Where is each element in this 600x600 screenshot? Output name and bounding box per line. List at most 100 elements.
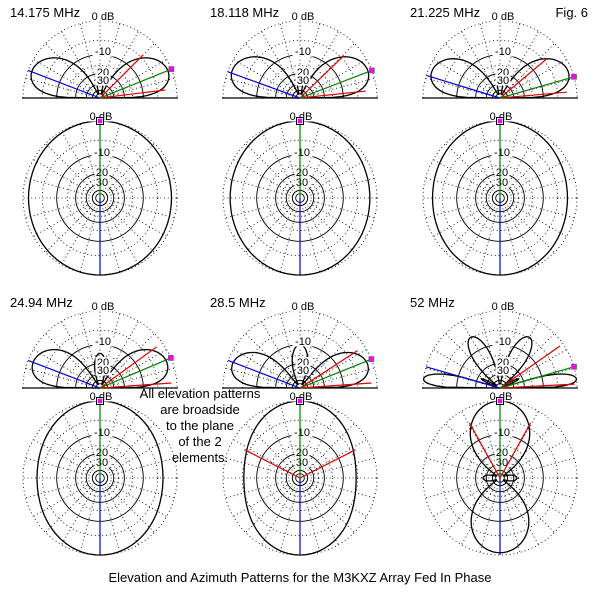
beamwidth-line	[299, 449, 356, 479]
label-backdrop	[94, 177, 110, 188]
label-backdrop	[95, 357, 111, 368]
label-backdrop	[94, 447, 110, 458]
rear-lobe-line	[27, 69, 101, 99]
beamwidth-line	[299, 350, 358, 389]
label-backdrop	[492, 46, 514, 57]
db-ring-label: 30	[96, 177, 108, 189]
azimuth-plot-2494: 0 dB -10 20 30	[0, 390, 200, 568]
max-gain-line	[99, 357, 172, 389]
beamwidth-line	[99, 382, 172, 389]
label-backdrop	[294, 447, 310, 458]
freq-label-5: 28.5 MHz	[210, 295, 266, 310]
azimuth-plot-21225: 0 dB -10 20 30	[400, 110, 600, 288]
figure-caption: Elevation and Azimuth Patterns for the M…	[108, 570, 492, 585]
label-backdrop	[495, 75, 511, 86]
label-backdrop	[495, 365, 511, 376]
cursor-marker	[571, 73, 577, 80]
label-backdrop	[95, 75, 111, 86]
rear-lobe-line	[425, 366, 501, 389]
freq-label-3: 21.225 MHz	[410, 5, 481, 20]
label-backdrop	[292, 336, 314, 347]
elevation-plot-52: 0 dB -10 20 30	[400, 290, 600, 402]
db-ring-label: 30	[297, 75, 309, 87]
cursor-marker	[571, 363, 577, 370]
db-ring-label: -10	[494, 147, 510, 159]
label-backdrop	[295, 75, 311, 86]
cursor-marker	[368, 356, 375, 363]
beamwidth-line	[299, 90, 366, 99]
beamwidth-line	[99, 346, 158, 389]
label-backdrop	[495, 67, 511, 78]
db-ring-label: 0 dB	[92, 11, 115, 23]
db-ring-label: -10	[495, 46, 511, 58]
label-backdrop	[494, 457, 510, 468]
elevation-plot-2494: 0 dB -10 20 30	[0, 290, 200, 402]
db-ring-label: 30	[497, 365, 509, 377]
beamwidth-line	[468, 422, 501, 479]
pattern-curve	[422, 336, 578, 389]
label-backdrop	[294, 457, 310, 468]
label-backdrop	[491, 147, 513, 158]
rear-lobe-line	[426, 74, 501, 99]
label-backdrop	[494, 177, 510, 188]
label-backdrop	[91, 147, 113, 158]
azimuth-plot-14175: 0 dB -10 20 30	[0, 110, 200, 288]
label-backdrop	[487, 391, 515, 402]
label-backdrop	[89, 301, 117, 312]
db-ring-label: 0 dB	[492, 301, 515, 313]
db-ring-label: 30	[496, 457, 508, 469]
db-ring-label: 0 dB	[292, 301, 315, 313]
freq-label-2: 18.118 MHz	[210, 5, 280, 20]
cursor-marker	[497, 118, 503, 124]
label-backdrop	[89, 11, 117, 22]
note-text: All elevation patterns are broadside to …	[139, 386, 261, 465]
db-ring-label: 30	[297, 365, 309, 377]
db-ring-label: 20	[96, 447, 108, 459]
cursor-marker	[168, 355, 174, 361]
label-backdrop	[295, 357, 311, 368]
elevation-plot-18118: 0 dB -10 20 30	[200, 0, 400, 112]
label-backdrop	[87, 391, 115, 402]
max-gain-line	[99, 68, 172, 99]
label-backdrop	[487, 111, 515, 122]
db-ring-label: -10	[95, 46, 111, 58]
freq-label-1: 14.175 MHz	[10, 5, 81, 20]
label-backdrop	[289, 11, 317, 22]
freq-label-4: 24.94 MHz	[10, 295, 73, 310]
db-ring-label: -10	[295, 336, 311, 348]
db-ring-label: 30	[296, 457, 308, 469]
db-ring-label: 20	[296, 167, 308, 179]
beamwidth-line	[299, 55, 345, 99]
label-backdrop	[92, 336, 114, 347]
db-ring-label: 30	[496, 177, 508, 189]
db-ring-label: -10	[294, 427, 310, 439]
label-backdrop	[287, 391, 315, 402]
azimuth-plot-285: 0 dB -10 20 30	[200, 390, 400, 568]
max-gain-line	[499, 76, 575, 99]
cursor-marker	[97, 118, 103, 124]
cursor-marker	[168, 66, 175, 73]
label-backdrop	[494, 167, 510, 178]
label-backdrop	[294, 167, 310, 178]
label-backdrop	[291, 427, 313, 438]
label-backdrop	[91, 427, 113, 438]
beamwidth-line	[99, 89, 166, 99]
label-backdrop	[491, 427, 513, 438]
beamwidth-line	[99, 54, 144, 99]
azimuth-plot-52: 0 dB -10 20 30	[400, 390, 600, 568]
cursor-marker	[297, 398, 303, 404]
db-ring-label: -10	[295, 46, 311, 58]
beamwidth-line	[244, 449, 301, 479]
label-backdrop	[94, 167, 110, 178]
elevation-plot-14175: 0 dB -10 20 30	[0, 0, 200, 112]
label-backdrop	[287, 111, 315, 122]
label-backdrop	[294, 177, 310, 188]
db-ring-label: -10	[94, 427, 110, 439]
label-backdrop	[289, 301, 317, 312]
